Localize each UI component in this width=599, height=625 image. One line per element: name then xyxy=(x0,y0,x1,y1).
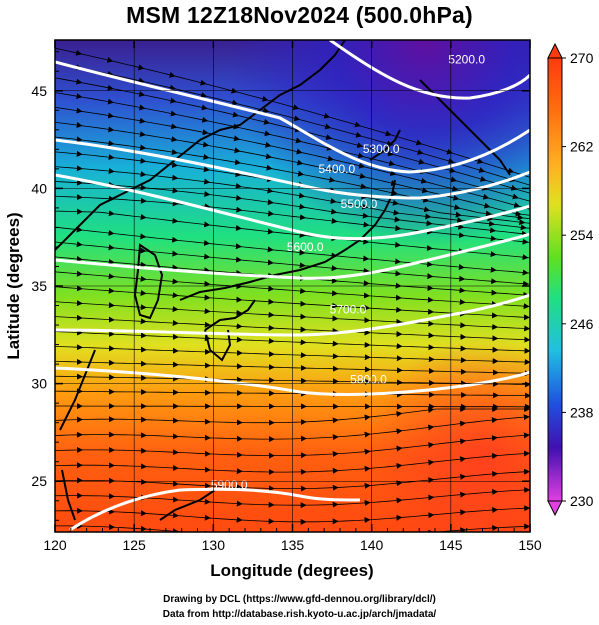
streamline xyxy=(55,452,530,473)
streamline xyxy=(55,77,530,194)
contour-label: 5500.0 xyxy=(341,197,378,211)
wind-arrow xyxy=(539,180,544,182)
y-axis-title: Latitude (degrees) xyxy=(4,212,23,359)
colorbar-tick-label: 238 xyxy=(570,404,594,420)
x-tick-label: 135 xyxy=(281,537,305,553)
x-tick-label: 145 xyxy=(439,537,463,553)
height-contours xyxy=(55,40,530,532)
colorbar-tick-label: 246 xyxy=(570,316,594,332)
y-tick-label: 35 xyxy=(31,278,47,294)
colorbar-min-arrow xyxy=(547,500,563,517)
wind-arrow xyxy=(542,197,547,198)
contour-label: 5200.0 xyxy=(448,52,485,66)
contour-label: 5700.0 xyxy=(330,302,367,316)
colorbar-scale xyxy=(547,57,563,502)
colorbar-tick-label: 230 xyxy=(570,493,594,509)
y-axis-ticks: 25 30 35 40 45 xyxy=(31,51,530,521)
x-axis-ticks: 120 125 130 135 140 145 150 xyxy=(43,40,542,553)
streamline xyxy=(55,241,530,285)
colorbar: 270 262 254 246 238 230 xyxy=(547,42,594,517)
streamline xyxy=(55,434,530,456)
x-tick-label: 120 xyxy=(43,537,67,553)
contour-label: 5400.0 xyxy=(318,162,355,176)
contour-labels: 5200.0 5300.0 5400.0 5500.0 5600.0 5700.0 5800… xyxy=(211,52,486,492)
streamline xyxy=(55,195,530,243)
streamline xyxy=(55,408,530,424)
y-tick-label: 40 xyxy=(31,180,47,196)
y-tick-label: 25 xyxy=(31,473,47,489)
streamline xyxy=(55,121,530,216)
colorbar-tick-label: 262 xyxy=(570,139,594,155)
streamline xyxy=(55,405,530,408)
streamline xyxy=(55,525,530,532)
streamline xyxy=(55,226,530,274)
x-tick-label: 140 xyxy=(360,537,384,553)
streamline xyxy=(55,271,530,307)
contour-label: 5800.0 xyxy=(350,373,387,387)
footer-data-credit: Data from http://database.rish.kyoto-u.a… xyxy=(162,609,437,620)
streamline xyxy=(55,166,530,229)
page-title: MSM 12Z18Nov2024 (500.0hPa) xyxy=(126,2,473,28)
colorbar-ticks: 270 262 254 246 238 230 xyxy=(562,50,594,509)
streamline xyxy=(55,416,530,440)
streamline xyxy=(55,92,530,202)
contour-label: 5600.0 xyxy=(287,240,324,254)
contour-label: 5300.0 xyxy=(363,142,400,156)
footer-credits: Drawing by DCL (https://www.gfd-dennou.o… xyxy=(0,592,599,622)
x-axis-title: Longitude (degrees) xyxy=(210,561,373,580)
y-tick-label: 45 xyxy=(31,83,47,99)
contour-label: 5900.0 xyxy=(211,478,248,492)
colorbar-tick-label: 254 xyxy=(570,227,594,243)
wind-arrow xyxy=(541,189,546,191)
grid-lines xyxy=(55,40,530,532)
streamline xyxy=(55,360,530,374)
colorbar-max-arrow xyxy=(547,42,563,59)
streamline xyxy=(55,181,530,235)
x-tick-label: 125 xyxy=(122,537,146,553)
footer-drawing-credit: Drawing by DCL (https://www.gfd-dennou.o… xyxy=(163,594,436,605)
colorbar-tick-label: 270 xyxy=(570,50,594,66)
streamline xyxy=(55,47,530,178)
streamline xyxy=(55,390,530,396)
coastlines xyxy=(55,40,511,521)
x-tick-label: 150 xyxy=(518,537,542,553)
y-tick-label: 30 xyxy=(31,376,47,392)
wind-streamlines xyxy=(55,47,547,532)
streamline xyxy=(55,136,530,220)
x-tick-label: 130 xyxy=(202,537,226,553)
